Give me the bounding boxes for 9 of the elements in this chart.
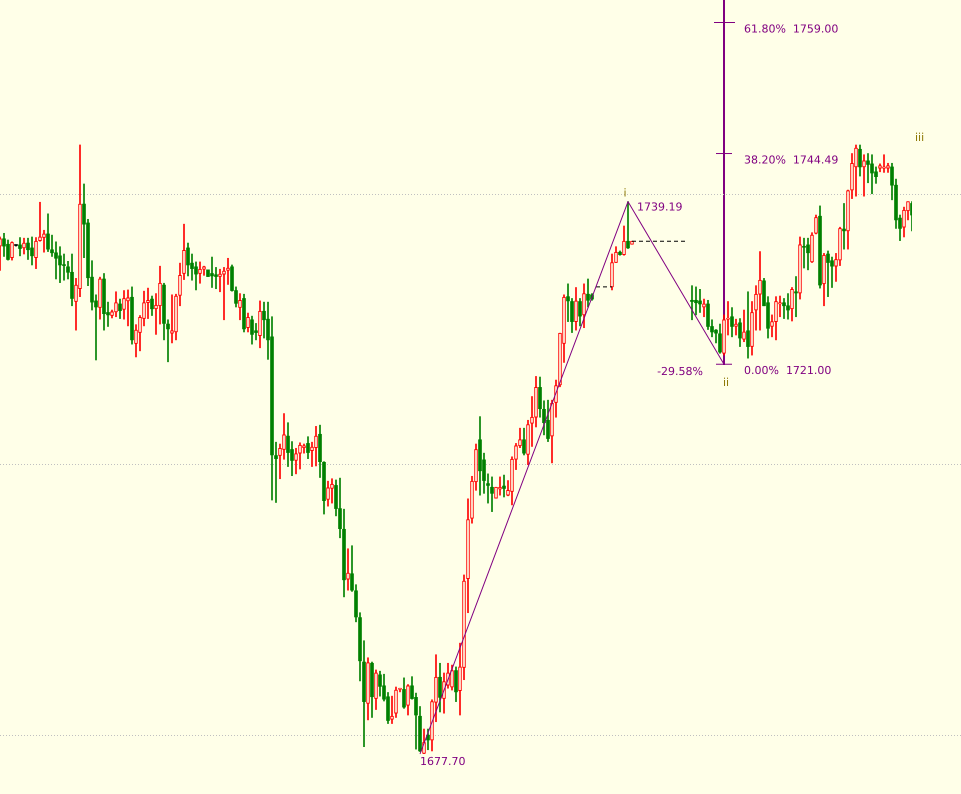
annotation: 0.00% 1721.00 (744, 364, 832, 378)
text: 61.80% 1759.00 (744, 22, 838, 36)
annotation: i (623, 186, 627, 200)
annotation: 1739.19 (637, 200, 682, 214)
annotation: 38.20% 1744.49 (744, 153, 838, 166)
annotation: -29.58% (657, 365, 703, 378)
text: iii (915, 130, 924, 144)
annotation: ii (722, 376, 730, 390)
text: 1677.70 (420, 754, 466, 768)
